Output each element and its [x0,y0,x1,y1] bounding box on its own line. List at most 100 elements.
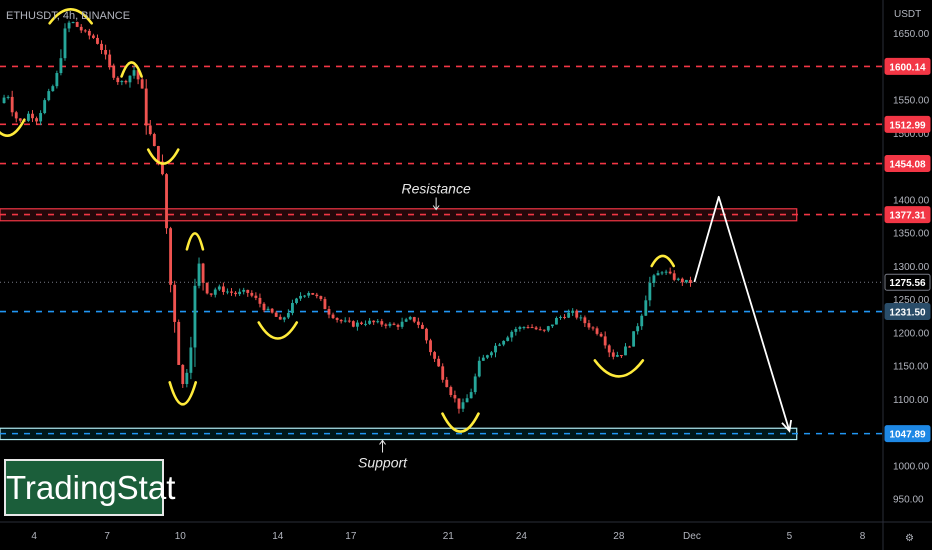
candle-body [555,318,558,325]
candle-body [408,317,412,320]
candle-body [286,313,290,318]
candle-body [461,402,465,409]
candle-body [351,321,355,327]
candle-body [457,398,461,409]
candle-body [559,316,562,319]
candle-body [453,395,457,399]
candle-body [59,58,63,74]
candle-body [327,309,331,315]
candle-body [477,360,481,377]
candle-body [689,279,692,283]
candle-body [684,279,688,283]
swing-low-mark [257,321,299,340]
price-tick-label: 1300.00 [893,262,930,273]
candle-body [311,293,315,295]
candle-body [368,320,372,324]
price-level-tag: 1600.14 [889,62,926,73]
price-level-tag-bg [884,303,931,321]
candle-body [595,328,599,334]
swing-high-mark [185,232,205,251]
price-level-tag-bg [884,206,931,224]
candle-body [91,35,95,38]
candle-body [75,22,79,27]
last-price-tag: 1275.56 [889,278,926,289]
candle-body [632,331,636,347]
price-tick-label: 1550.00 [893,96,930,107]
price-level-tag: 1512.99 [889,120,926,131]
candle-body [526,327,530,329]
candle-body [571,310,575,313]
price-tick-label: 1000.00 [893,461,930,472]
candle-body [10,96,14,113]
candle-body [124,81,128,83]
candle-body [599,333,603,337]
candle-body [51,86,55,92]
candle-body [266,308,270,311]
price-tick-label: 950.00 [893,495,924,506]
candle-body [128,75,132,83]
candle-body [481,357,485,361]
candle-body [514,328,518,332]
price-tick-label: 1250.00 [893,295,930,306]
candle-body [177,321,181,365]
candle-body [380,321,384,325]
candle-body [197,263,201,286]
candle-body [100,43,103,51]
time-tick-label: 14 [272,531,284,542]
candle-body [295,298,298,303]
candle-body [83,30,87,32]
swing-low-mark [0,118,26,137]
candle-body [205,282,209,294]
candle-body [140,79,144,89]
candle-body [465,398,469,403]
candle-body [307,293,311,296]
candle-body [412,317,416,322]
candle-body [270,308,274,313]
candle-body [165,174,168,229]
candle-body [676,278,680,280]
swing-high-mark [48,7,93,25]
candle-body [620,355,623,357]
candle-body [148,125,152,135]
candle-body [384,324,388,326]
candle-body [425,328,428,341]
candle-body [331,314,335,319]
price-level-tag: 1454.08 [889,160,926,171]
candle-body [591,327,595,329]
candle-body [323,299,327,310]
candle-body [343,320,347,322]
candle-body [498,344,501,346]
candle-body [611,352,615,357]
annotation-arrow [432,197,440,211]
time-tick-label: 28 [613,531,625,542]
candle-body [136,70,140,80]
candle-body [108,54,112,66]
candle-body [55,73,59,87]
candle-body [640,315,644,327]
candle-body [193,285,197,348]
annotation-arrow [379,439,386,453]
candle-body [420,324,424,329]
candle-body [490,352,493,356]
time-tick-label: 17 [345,531,357,542]
candle-body [161,161,164,175]
candle-body [246,289,250,293]
settings-icon[interactable]: ⚙ [905,533,914,544]
time-tick-label: 7 [104,531,110,542]
candle-body [181,364,185,385]
candle-body [14,112,18,119]
projection-arrowhead [781,419,793,433]
candle-body [587,323,591,328]
candle-body [189,347,193,373]
candle-body [209,293,213,295]
candle-body [87,30,91,36]
candle-body [563,316,566,318]
candle-body [282,317,286,320]
projection-path [693,195,791,432]
candle-body [18,118,22,121]
candle-body [185,372,189,385]
time-tick-label: 21 [443,531,455,542]
